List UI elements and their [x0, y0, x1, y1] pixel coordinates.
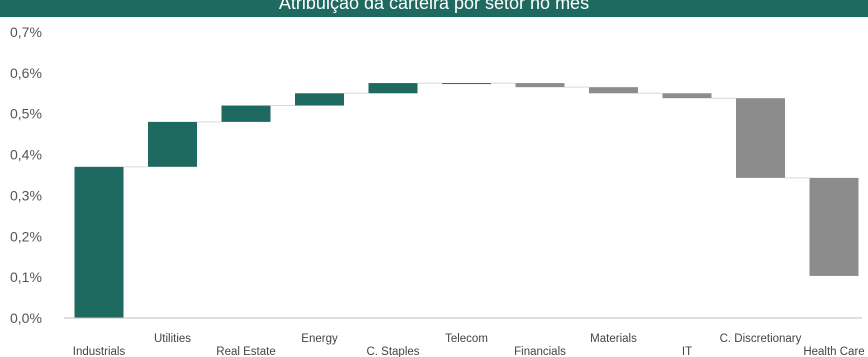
x-tick-label: IT: [682, 346, 692, 357]
x-tick-label: Financials: [514, 346, 566, 357]
x-tick-label: Energy: [301, 333, 338, 345]
x-tick-label: Real Estate: [216, 346, 275, 357]
bar-telecom: [442, 83, 491, 85]
bar-health-care: [809, 177, 859, 276]
x-tick-label: Utilities: [154, 333, 191, 345]
x-tick-label: C. Staples: [366, 346, 419, 357]
chart-title: Atribuição da carteira por setor no mês: [278, 0, 590, 13]
y-tick-label: 0,0%: [10, 310, 42, 326]
y-axis-ticks: 0,0% 0,1% 0,2% 0,3% 0,4% 0,5% 0,6% 0,7%: [10, 24, 42, 326]
y-tick-label: 0,5%: [10, 106, 42, 122]
bar-it: [662, 93, 712, 99]
y-tick-label: 0,7%: [10, 24, 42, 40]
x-tick-label: C. Discretionary: [720, 333, 802, 345]
x-tick-label: Materials: [590, 333, 637, 345]
bar-c-discretionary: [736, 98, 785, 178]
bar-industrials: [74, 166, 124, 318]
x-tick-label: Health Care: [803, 346, 864, 357]
x-tick-label: Telecom: [445, 333, 488, 345]
y-tick-label: 0,2%: [10, 228, 42, 244]
x-tick-label: Industrials: [73, 346, 126, 357]
bar-financials: [515, 83, 565, 88]
y-tick-label: 0,6%: [10, 65, 42, 81]
bar-c-staples: [368, 83, 418, 94]
x-axis-labels: Industrials Utilities Real Estate Energy C. …: [73, 333, 865, 357]
bar-materials: [589, 87, 638, 94]
chart-title-bar: Atribuição da carteira por setor no mês: [0, 0, 868, 17]
bar-utilities: [148, 121, 197, 167]
bar-real-estate: [221, 105, 271, 122]
bars: [74, 83, 859, 318]
y-tick-label: 0,3%: [10, 187, 42, 203]
y-tick-label: 0,4%: [10, 147, 42, 163]
bar-energy: [295, 93, 344, 106]
y-tick-label: 0,1%: [10, 269, 42, 285]
connector-lines: [123, 82, 810, 179]
